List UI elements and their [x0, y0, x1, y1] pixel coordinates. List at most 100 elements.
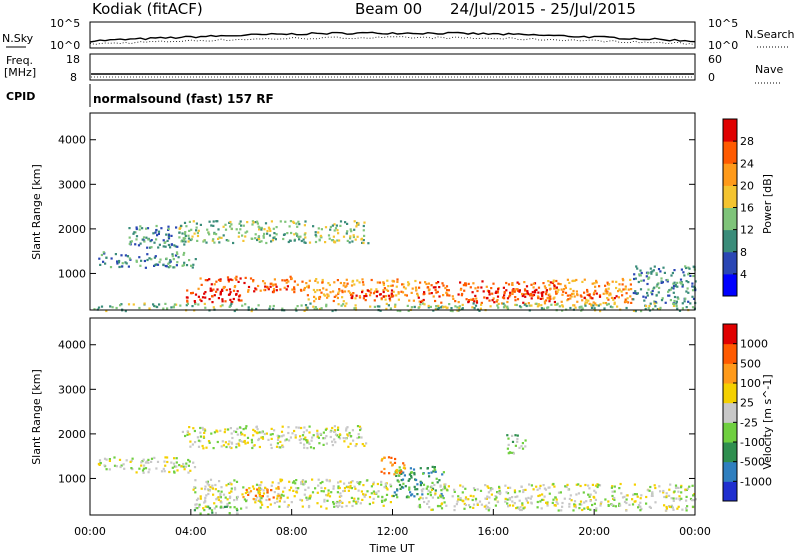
velocity-cell [524, 497, 528, 500]
power-cell [566, 278, 569, 281]
power-cell [618, 283, 621, 286]
power-cell [584, 303, 587, 306]
velocity-cell [325, 494, 328, 497]
velocity-cell [394, 457, 397, 461]
power-cell [435, 291, 438, 294]
nsearch-label: N.Search [745, 28, 795, 41]
power-cell [138, 228, 141, 231]
power-cell [407, 309, 410, 312]
velocity-cell [442, 488, 445, 491]
power-cell [654, 305, 657, 308]
power-cell [158, 243, 161, 246]
velocity-cell [413, 485, 416, 488]
velocity-cell [427, 472, 430, 475]
power-cell [609, 305, 612, 308]
power-cell [247, 289, 250, 292]
power-cell [547, 297, 550, 300]
power-cell [215, 290, 218, 293]
velocity-cell [333, 505, 336, 508]
power-ylabel: Slant Range [km] [30, 164, 43, 260]
power-cell [150, 246, 153, 249]
power-cell [135, 235, 139, 238]
power-cell [128, 257, 131, 260]
velocity-cell [372, 497, 375, 500]
velocity-cell [270, 484, 273, 487]
velocity-cell [207, 513, 210, 516]
power-cell [445, 306, 448, 310]
power-cell [238, 295, 241, 298]
velocity-cell [277, 485, 280, 489]
power-cell [176, 245, 179, 248]
velocity-cell [235, 446, 238, 449]
velocity-cell [422, 472, 425, 475]
power-cell [191, 291, 194, 294]
velocity-cell [578, 503, 581, 506]
velocity-cell [588, 487, 591, 490]
power-cell [273, 278, 276, 281]
velocity-cell [496, 491, 499, 494]
velocity-cell [349, 481, 353, 484]
power-cell [314, 290, 317, 294]
velocity-cell [393, 491, 396, 494]
power-cell [579, 305, 582, 309]
velocity-cell [318, 442, 321, 445]
velocity-cell [202, 507, 205, 510]
colorbar-tick-label: -25 [740, 416, 758, 429]
velocity-cell [205, 446, 208, 449]
power-cell [382, 281, 385, 284]
velocity-cell [182, 462, 185, 466]
power-cell [313, 308, 316, 311]
velocity-cell [600, 501, 603, 504]
power-cell [461, 292, 464, 296]
velocity-cell [170, 461, 173, 464]
power-cell [663, 271, 666, 274]
power-cell [303, 233, 306, 236]
velocity-cell [582, 491, 585, 494]
power-cell [320, 228, 323, 231]
power-cell [167, 262, 170, 265]
velocity-cell [215, 505, 218, 508]
velocity-cell [382, 504, 385, 507]
velocity-cell [332, 501, 335, 504]
velocity-cell [508, 451, 511, 454]
velocity-cell [586, 506, 589, 509]
power-cell [555, 303, 559, 306]
velocity-cell [487, 509, 490, 512]
velocity-echo-region [417, 482, 697, 512]
velocity-cell [625, 498, 628, 501]
velocity-cell [546, 502, 549, 505]
power-cell [155, 229, 158, 232]
power-cell [135, 226, 138, 229]
power-cell [502, 306, 506, 309]
power-cell [185, 304, 188, 307]
power-cell [213, 294, 216, 297]
velocity-cell [253, 444, 256, 447]
velocity-cell [427, 489, 430, 492]
power-cell [572, 279, 575, 282]
velocity-cell [489, 489, 492, 492]
velocity-cell [306, 439, 309, 442]
power-cell [268, 234, 272, 237]
power-cell [237, 298, 240, 301]
velocity-cell [254, 498, 257, 501]
velocity-cell [413, 473, 416, 476]
power-cell [573, 304, 576, 307]
velocity-cell [322, 443, 325, 446]
velocity-cell [410, 471, 413, 474]
velocity-cell [426, 502, 429, 505]
power-cell [540, 292, 543, 295]
velocity-cell [297, 426, 300, 429]
velocity-cell [459, 497, 462, 500]
power-cell [424, 281, 427, 284]
colorbar-tick-label: 24 [740, 157, 754, 170]
velocity-cell [325, 478, 328, 481]
power-cell [209, 287, 212, 290]
power-cell [283, 279, 286, 282]
velocity-cell [651, 494, 654, 497]
power-cell [263, 232, 266, 235]
power-cell [229, 220, 232, 224]
velocity-cell [168, 470, 171, 474]
power-cell [572, 292, 575, 295]
power-cell [593, 291, 596, 294]
